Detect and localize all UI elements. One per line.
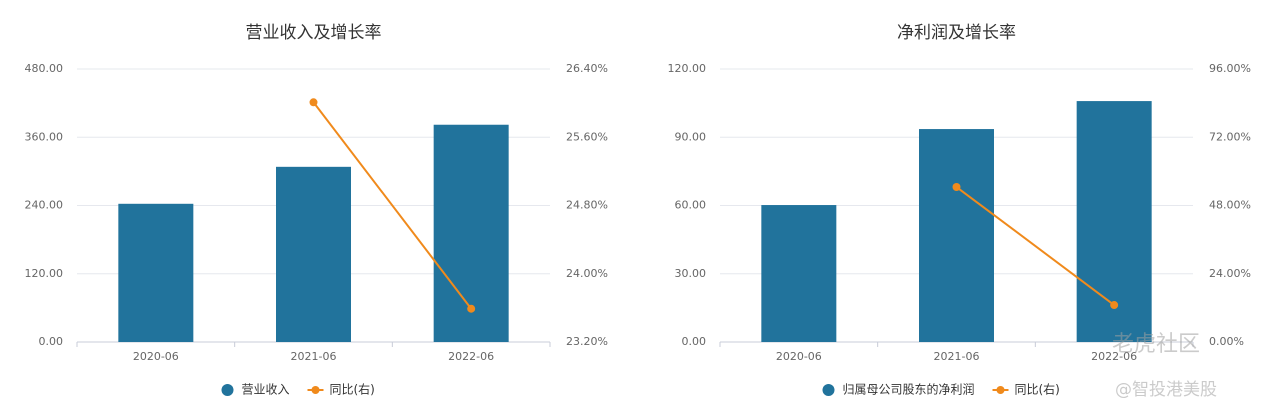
bar xyxy=(118,203,194,342)
line-point xyxy=(1110,301,1119,310)
y2-tick-label: 0.00% xyxy=(1209,335,1244,348)
y-tick-label: 30.00 xyxy=(675,267,707,280)
legend-label: 营业收入 xyxy=(242,383,290,397)
line-point xyxy=(309,98,318,107)
y2-tick-label: 24.00% xyxy=(1209,267,1251,280)
y2-tick-label: 25.60% xyxy=(566,130,608,143)
line-point xyxy=(467,304,476,313)
y2-tick-label: 24.00% xyxy=(566,267,608,280)
y-tick-label: 120.00 xyxy=(25,267,64,280)
legend-swatch xyxy=(221,384,234,396)
legend-label: 同比(右) xyxy=(330,382,375,397)
chart-title: 营业收入及增长率 xyxy=(246,23,382,43)
line xyxy=(312,101,472,310)
y2-tick-label: 48.00% xyxy=(1209,199,1251,212)
legend-label: 同比(右) xyxy=(1015,382,1060,397)
y-tick-label: 60.00 xyxy=(675,199,707,212)
y2-tick-label: 72.00% xyxy=(1209,130,1251,143)
y-tick-label: 480.00 xyxy=(25,62,64,75)
legend-label: 归属母公司股东的净利润 xyxy=(843,382,975,397)
y-tick-label: 0.00 xyxy=(39,335,64,348)
x-tick-label: 2022-06 xyxy=(448,350,494,363)
x-tick-label: 2020-06 xyxy=(776,350,822,363)
y-tick-label: 0.00 xyxy=(682,335,707,348)
y-tick-label: 240.00 xyxy=(25,199,64,212)
x-tick-label: 2021-06 xyxy=(291,350,337,363)
bar xyxy=(919,129,994,342)
y-tick-label: 90.00 xyxy=(675,130,707,143)
legend-swatch xyxy=(822,384,835,396)
y2-tick-label: 23.20% xyxy=(566,335,608,348)
bar xyxy=(761,205,837,342)
chart: 营业收入及增长率 0.00 120.00 240.00 360.00 480.00 23.2… xyxy=(25,23,608,397)
watermark: 老虎社区 xyxy=(1112,332,1200,357)
chart: 净利润及增长率 0.00 30.00 60.00 90.00 120.00 0.00% 24.… xyxy=(668,23,1251,397)
x-tick-label: 2021-06 xyxy=(934,350,980,363)
y-tick-label: 360.00 xyxy=(25,130,64,143)
watermark: @智投港美股 xyxy=(1115,380,1217,400)
x-tick-label: 2020-06 xyxy=(133,350,179,363)
line xyxy=(955,186,1115,306)
chart-title: 净利润及增长率 xyxy=(897,23,1016,43)
y2-tick-label: 26.40% xyxy=(566,62,608,75)
line-point xyxy=(952,183,961,192)
legend-swatch xyxy=(996,386,1005,394)
x-tick-label: 2022-06 xyxy=(1091,350,1137,363)
legend-swatch xyxy=(311,386,320,394)
bar xyxy=(276,166,351,342)
y2-tick-label: 24.80% xyxy=(566,199,608,212)
y-tick-label: 120.00 xyxy=(668,62,707,75)
y2-tick-label: 96.00% xyxy=(1209,62,1251,75)
